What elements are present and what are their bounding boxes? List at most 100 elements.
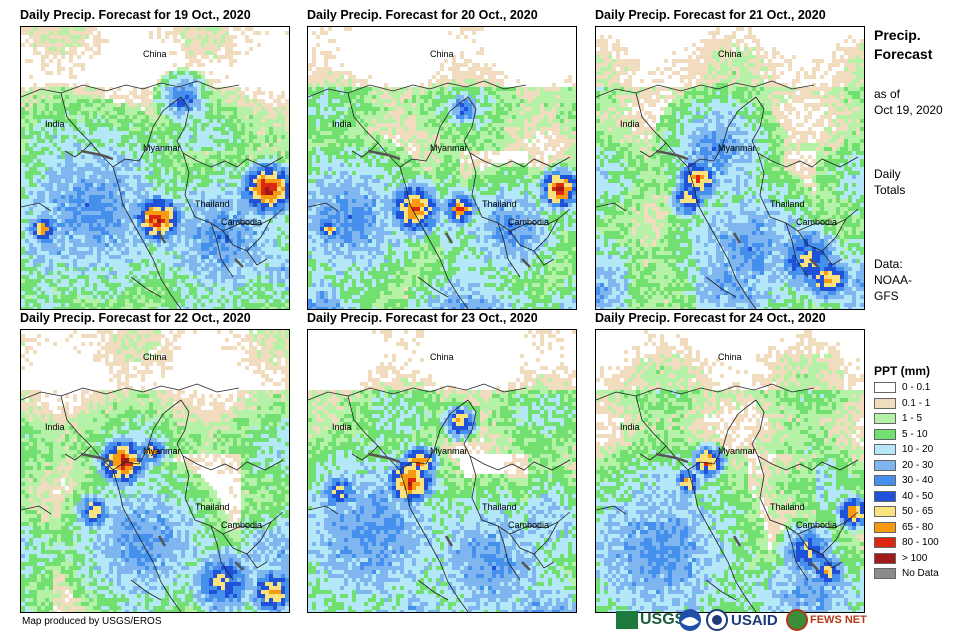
water-body <box>655 452 819 571</box>
legend-item: 30 - 40 <box>874 474 933 487</box>
border-line <box>222 521 272 535</box>
precip-raster <box>596 330 864 612</box>
border-line <box>509 218 559 232</box>
panel-title: Daily Precip. Forecast for 22 Oct., 2020 <box>20 311 310 325</box>
daily-label: Daily <box>874 166 905 182</box>
legend-swatch <box>874 521 896 533</box>
border-line <box>635 395 689 471</box>
as-of-label: as of <box>874 86 943 102</box>
legend-item: 0 - 0.1 <box>874 381 930 394</box>
border-line <box>130 579 162 601</box>
border-line <box>347 395 401 471</box>
country-label-cambodia: Cambodia <box>221 217 262 227</box>
panel-title: Daily Precip. Forecast for 24 Oct., 2020 <box>595 311 885 325</box>
noaa-logo <box>678 606 702 634</box>
country-borders <box>308 383 571 612</box>
country-label-thailand: Thailand <box>482 502 517 512</box>
data-source: Data: NOAA- GFS <box>874 256 912 304</box>
usaid-logo-text: USAID <box>731 612 778 629</box>
border-line <box>509 521 559 535</box>
country-label-myanmar: Myanmar <box>718 446 756 456</box>
border-line <box>797 521 847 535</box>
precip-raster <box>596 27 864 309</box>
border-line <box>21 383 240 401</box>
border-line <box>821 553 843 569</box>
legend-swatch <box>874 506 896 517</box>
country-label-china: China <box>430 352 454 362</box>
data-source-label: Data: <box>874 256 912 272</box>
border-line <box>687 96 757 168</box>
border-line <box>308 202 339 212</box>
border-line <box>246 250 268 266</box>
precip-raster <box>21 330 289 612</box>
precip-raster <box>308 27 576 309</box>
border-line <box>60 395 114 471</box>
border-line <box>821 250 843 266</box>
country-borders <box>21 80 284 309</box>
country-label-china: China <box>430 49 454 59</box>
as-of-date: as of Oct 19, 2020 <box>874 86 943 118</box>
precip-raster <box>21 27 289 309</box>
data-source-line2: NOAA- <box>874 272 912 288</box>
sidebar-title: Precip. Forecast <box>874 26 932 64</box>
border-line <box>463 399 571 471</box>
panel-title: Daily Precip. Forecast for 20 Oct., 2020 <box>307 8 597 22</box>
country-label-thailand: Thailand <box>482 199 517 209</box>
country-label-thailand: Thailand <box>770 502 805 512</box>
country-label-myanmar: Myanmar <box>143 143 181 153</box>
border-line <box>210 525 234 581</box>
usgs-mark-icon <box>616 611 638 629</box>
legend-swatch <box>874 475 896 486</box>
legend-label: > 100 <box>902 553 927 564</box>
fewsnet-logo: FEWS NET <box>786 606 867 634</box>
border-line <box>417 276 449 298</box>
border-line <box>130 276 162 298</box>
totals-label: Totals <box>874 182 905 198</box>
legend-label: 80 - 100 <box>902 537 939 548</box>
legend-item: 5 - 10 <box>874 428 928 441</box>
border-line <box>596 505 627 515</box>
legend-swatch <box>874 413 896 424</box>
credit-text: Map produced by USGS/EROS <box>22 616 162 627</box>
border-line <box>112 399 182 471</box>
legend-label: 5 - 10 <box>902 429 928 440</box>
country-label-india: India <box>332 119 352 129</box>
border-line <box>399 96 469 168</box>
daily-totals-note: Daily Totals <box>874 166 905 198</box>
forecast-panel-19oct: Daily Precip. Forecast for 19 Oct., 2020… <box>20 8 290 310</box>
legend-item: 20 - 30 <box>874 459 933 472</box>
country-label-thailand: Thailand <box>770 199 805 209</box>
country-label-myanmar: Myanmar <box>718 143 756 153</box>
water-body <box>80 452 244 571</box>
country-borders <box>596 80 859 309</box>
usaid-logo: USAID <box>706 606 778 634</box>
border-line <box>687 166 757 309</box>
country-borders <box>308 80 571 309</box>
legend-swatch <box>874 568 896 579</box>
legend-swatch <box>874 382 896 393</box>
border-line <box>635 92 689 168</box>
border-line <box>639 142 667 158</box>
forecast-panel-21oct: Daily Precip. Forecast for 21 Oct., 2020… <box>595 8 865 310</box>
legend-label: 65 - 80 <box>902 522 933 533</box>
border-line <box>399 469 469 612</box>
legend-label: 10 - 20 <box>902 444 933 455</box>
border-line <box>308 383 527 401</box>
legend-label: No Data <box>902 568 939 579</box>
country-label-china: China <box>143 352 167 362</box>
border-line <box>751 399 859 471</box>
country-label-myanmar: Myanmar <box>143 446 181 456</box>
country-label-myanmar: Myanmar <box>430 143 468 153</box>
precip-map: China India Myanmar Thailand Cambodia <box>20 26 290 310</box>
data-source-line3: GFS <box>874 288 912 304</box>
country-label-cambodia: Cambodia <box>508 520 549 530</box>
legend-swatch <box>874 397 896 409</box>
border-line <box>308 505 339 515</box>
border-line <box>308 80 527 98</box>
usgs-logo-text: USGS <box>640 611 685 629</box>
legend-label: 0 - 0.1 <box>902 382 930 393</box>
border-line <box>21 80 240 98</box>
forecast-panel-23oct: Daily Precip. Forecast for 23 Oct., 2020… <box>307 311 577 613</box>
country-label-china: China <box>718 49 742 59</box>
precip-map: China India Myanmar Thailand Cambodia <box>595 26 865 310</box>
